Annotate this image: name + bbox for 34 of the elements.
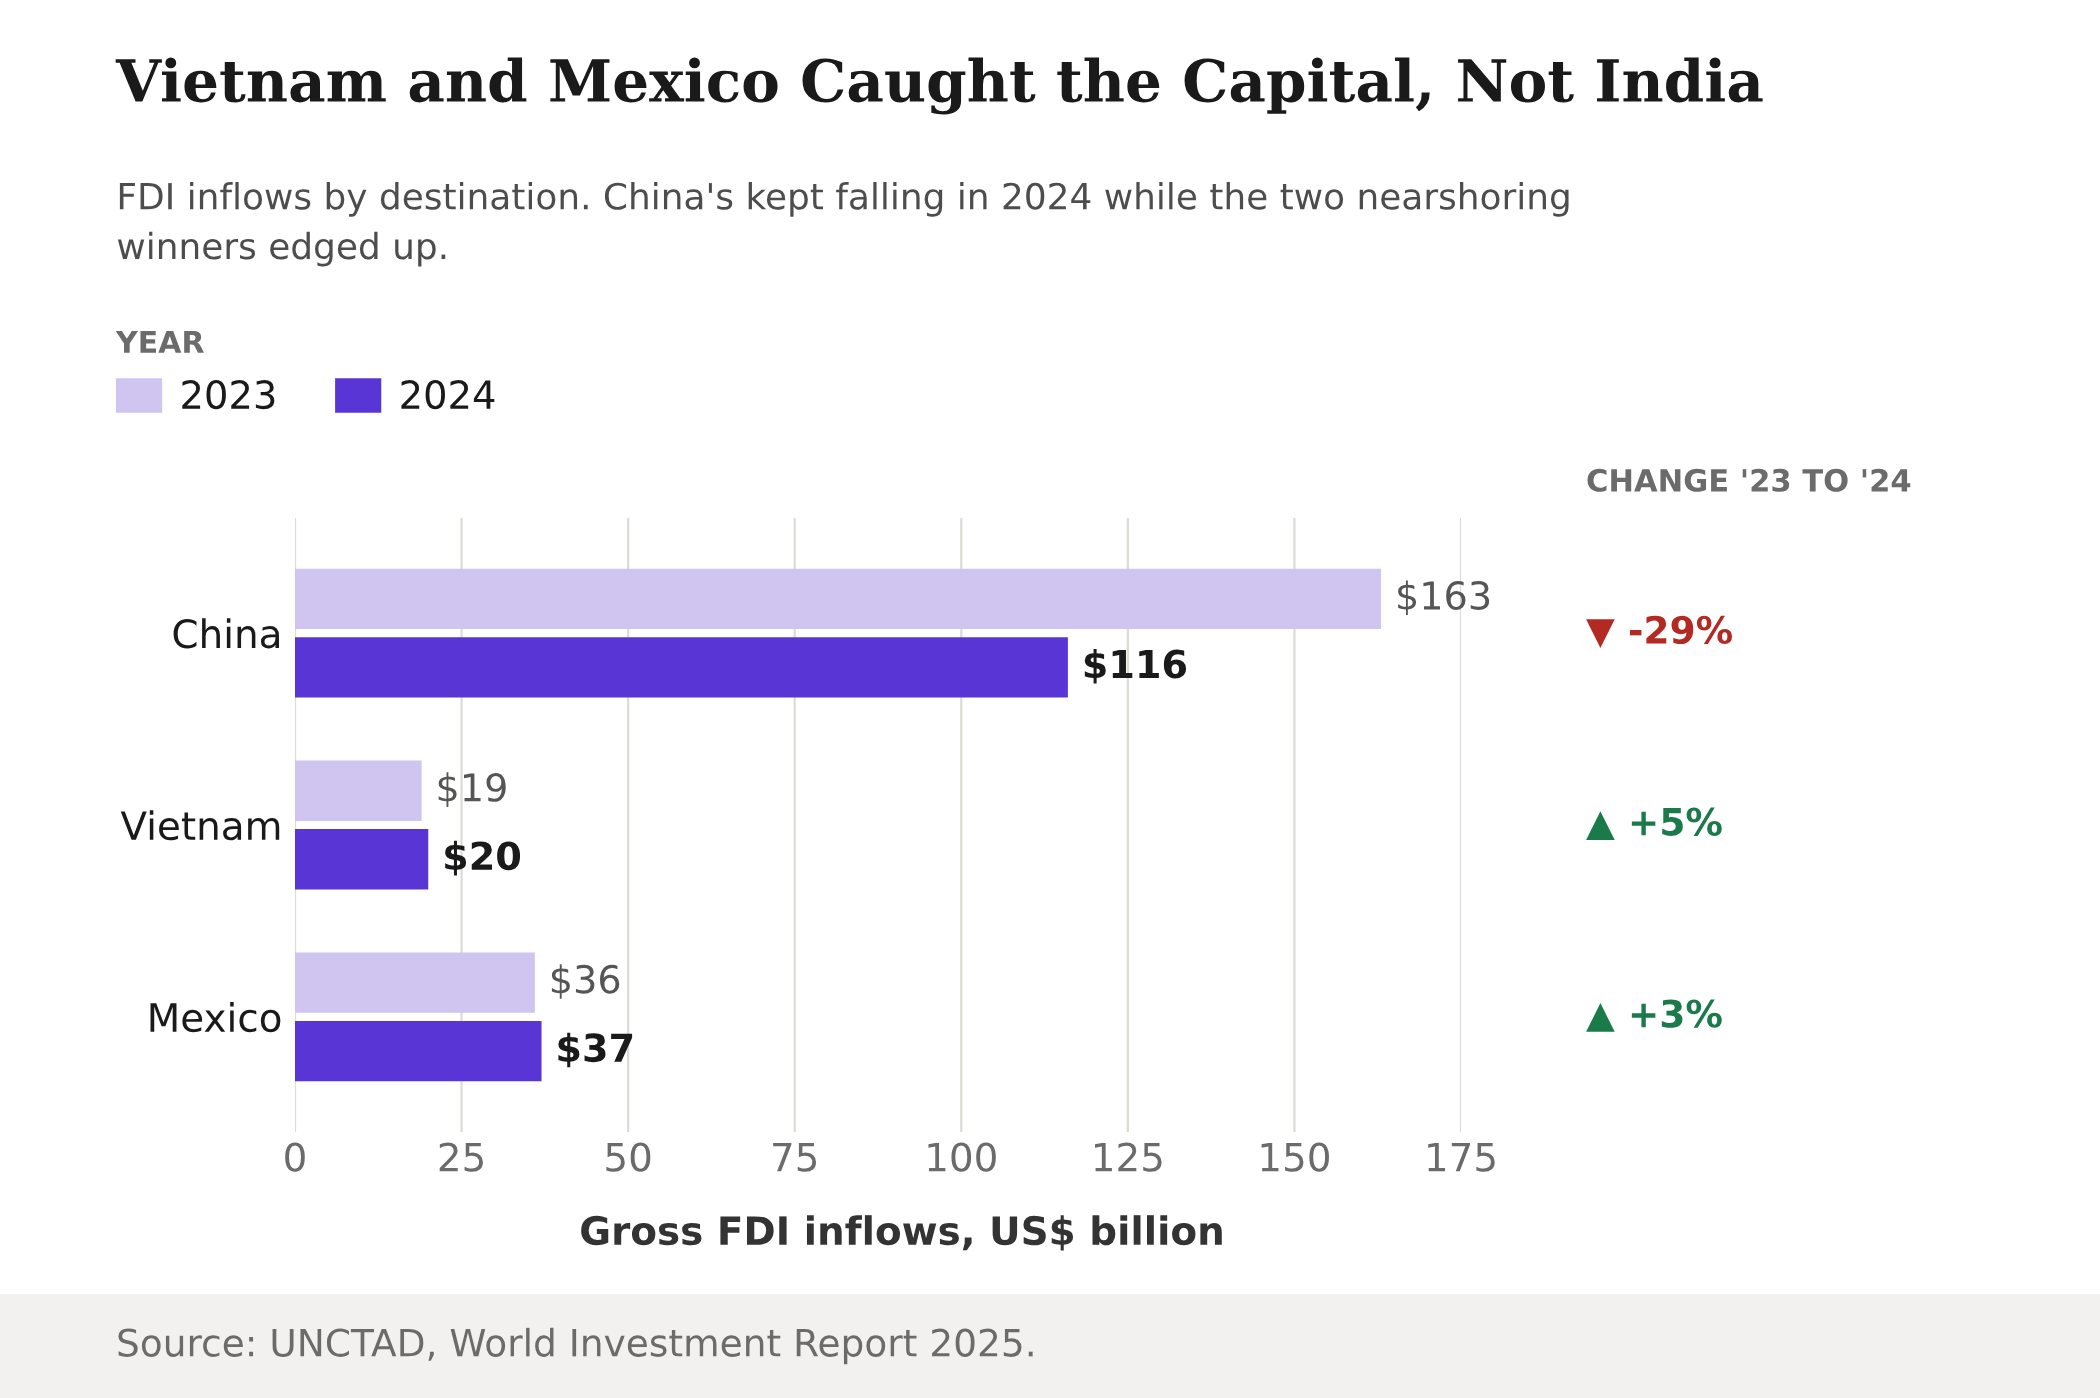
legend-label: 2024 (401, 380, 495, 410)
bar (295, 637, 1068, 698)
x-tick-label: 25 (439, 1142, 483, 1172)
y-tick-label: Mexico (150, 1002, 281, 1033)
x-tick-label: 75 (773, 1142, 817, 1172)
data-label: $163 (1398, 580, 1490, 616)
legend-title: YEAR (115, 330, 204, 353)
data-label: $36 (551, 964, 620, 999)
bar (295, 952, 535, 1013)
legend-label: 2023 (182, 380, 275, 410)
text: ▲ +3% (1586, 999, 1722, 1032)
x-tick-label: 125 (1095, 1142, 1162, 1172)
bar (295, 760, 422, 821)
x-tick-label: 0 (285, 1142, 305, 1172)
x-tick-label: 175 (1428, 1142, 1495, 1172)
text: CHANGE '23 TO '24 (1587, 468, 1911, 492)
data-label: $19 (438, 772, 506, 807)
text: ▼ -29% (1586, 615, 1733, 649)
chart-subtitle: FDI inflows by destination. China's kept falling in 2024 while the two nearshoring winners edged up. (117, 182, 1569, 267)
data-label: $20 (445, 840, 521, 876)
x-tick-label: 150 (1261, 1142, 1329, 1172)
y-tick-label: China (173, 618, 279, 649)
x-tick-label: 50 (606, 1142, 651, 1172)
y-tick-label: Vietnam (120, 810, 280, 841)
chart-title: Vietnam and Mexico Caught the Capital, Not India (115, 57, 1763, 115)
text: ▲ +5% (1586, 807, 1722, 840)
bar (295, 1020, 542, 1082)
x-tick-label: 100 (928, 1142, 996, 1172)
bar (295, 829, 429, 890)
data-label: $116 (1084, 648, 1187, 684)
data-label: $37 (558, 1032, 633, 1068)
bar (295, 568, 1382, 630)
x-axis-title: Gross FDI inflows, US$ billion (581, 1215, 1222, 1251)
source-note: Source: UNCTAD, World Investment Report 2025. (118, 1327, 1033, 1365)
